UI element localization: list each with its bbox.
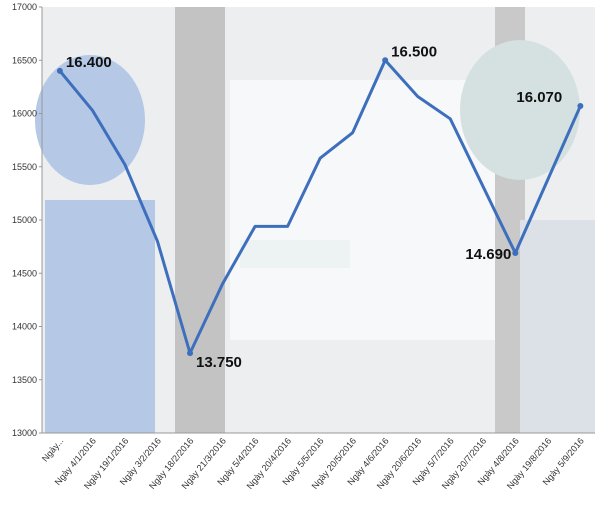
point [382,57,389,64]
point [577,103,584,110]
point [187,350,194,357]
y-tick-label: 15500 [12,162,37,172]
y-tick-label: 13500 [12,375,37,385]
point [56,67,63,74]
y-tick-label: 13000 [12,428,37,438]
data-label: 13.750 [196,354,242,371]
y-tick-label: 16500 [12,55,37,65]
data-label: 16.070 [516,89,562,106]
data-label: 14.690 [465,246,511,263]
line-series [58,58,582,355]
point [512,250,519,257]
y-tick-label: 14500 [12,268,37,278]
x-tick-label: Ngày... [40,436,66,464]
data-label: 16.500 [391,43,437,60]
background-photo [35,7,595,433]
y-tick-label: 14000 [12,322,37,332]
y-tick-label: 17000 [12,2,37,12]
y-tick-label: 15000 [12,215,37,225]
data-label: 16.400 [66,54,112,71]
y-tick-label: 16000 [12,109,37,119]
